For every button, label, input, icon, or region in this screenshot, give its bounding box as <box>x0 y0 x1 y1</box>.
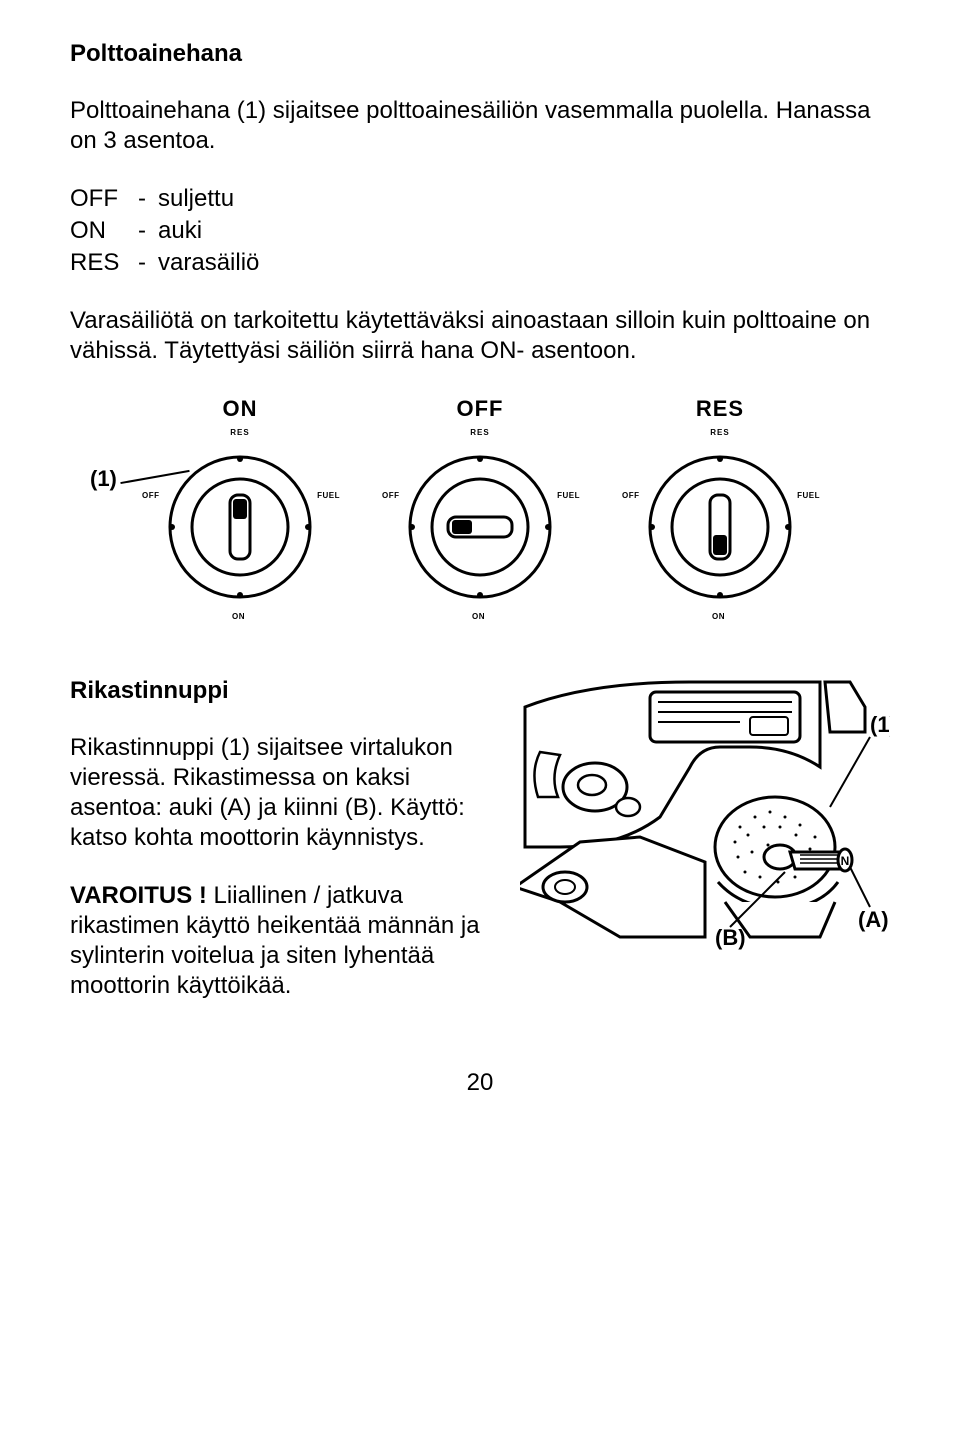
marker-a-text: (A) <box>858 907 889 932</box>
svg-text:N: N <box>841 854 850 868</box>
choke-illustration: N (1) (B) (A) <box>520 677 890 1029</box>
dial-label-right: FUEL <box>557 491 580 500</box>
fuel-tap-positions-list: OFF - suljettu ON - auki RES - varasäili… <box>70 184 890 278</box>
def-key: ON <box>70 216 138 246</box>
def-sep: - <box>138 216 158 246</box>
dial-sub: RES <box>230 428 249 437</box>
dial-res: RES RES OFF FUEL ON <box>630 396 810 617</box>
dial-label-bottom: ON <box>232 612 245 621</box>
choke-section: Rikastinnuppi Rikastinnuppi (1) sijaitse… <box>70 677 890 1029</box>
def-sep: - <box>138 184 158 214</box>
fuel-tap-heading: Polttoainehana <box>70 40 890 68</box>
choke-svg: N (1) (B) (A) <box>520 677 890 977</box>
page-number: 20 <box>70 1069 890 1097</box>
def-val: suljettu <box>158 184 234 214</box>
fuel-tap-diagram: (1) ON RES OFF FUEL ON OFF R <box>70 396 890 617</box>
def-val: varasäiliö <box>158 248 259 278</box>
def-row: ON - auki <box>70 216 890 246</box>
dial-label-right: FUEL <box>317 491 340 500</box>
dial-marker-1: (1) <box>90 466 117 492</box>
def-key: RES <box>70 248 138 278</box>
dial-sub: RES <box>470 428 489 437</box>
dial-on: (1) ON RES OFF FUEL ON <box>150 396 330 617</box>
dial-title: RES <box>696 396 744 422</box>
dial-label-left: OFF <box>382 491 400 500</box>
dial-svg <box>630 437 810 617</box>
dial-label-left: OFF <box>622 491 640 500</box>
def-row: OFF - suljettu <box>70 184 890 214</box>
warning-label: VAROITUS ! <box>70 882 207 909</box>
choke-heading: Rikastinnuppi <box>70 677 490 705</box>
dial-label-left: OFF <box>142 491 160 500</box>
marker-1-text: (1) <box>870 712 890 737</box>
dial-label-bottom: ON <box>712 612 725 621</box>
dial-title: ON <box>223 396 258 422</box>
choke-warning: VAROITUS ! Liiallinen / jatkuva rikastim… <box>70 881 490 1001</box>
dial-title: OFF <box>457 396 504 422</box>
marker-b-text: (B) <box>715 925 746 950</box>
dial-label-right: FUEL <box>797 491 820 500</box>
def-row: RES - varasäiliö <box>70 248 890 278</box>
dial-svg <box>390 437 570 617</box>
fuel-tap-note: Varasäiliötä on tarkoitettu käytettäväks… <box>70 306 890 366</box>
choke-para: Rikastinnuppi (1) sijaitsee virtalukon v… <box>70 733 490 853</box>
fuel-tap-intro: Polttoainehana (1) sijaitsee polttoaines… <box>70 96 890 156</box>
dial-sub: RES <box>710 428 729 437</box>
def-sep: - <box>138 248 158 278</box>
dial-label-bottom: ON <box>472 612 485 621</box>
def-val: auki <box>158 216 202 246</box>
dial-off: OFF RES OFF FUEL ON <box>390 396 570 617</box>
def-key: OFF <box>70 184 138 214</box>
dial-svg <box>150 437 330 617</box>
